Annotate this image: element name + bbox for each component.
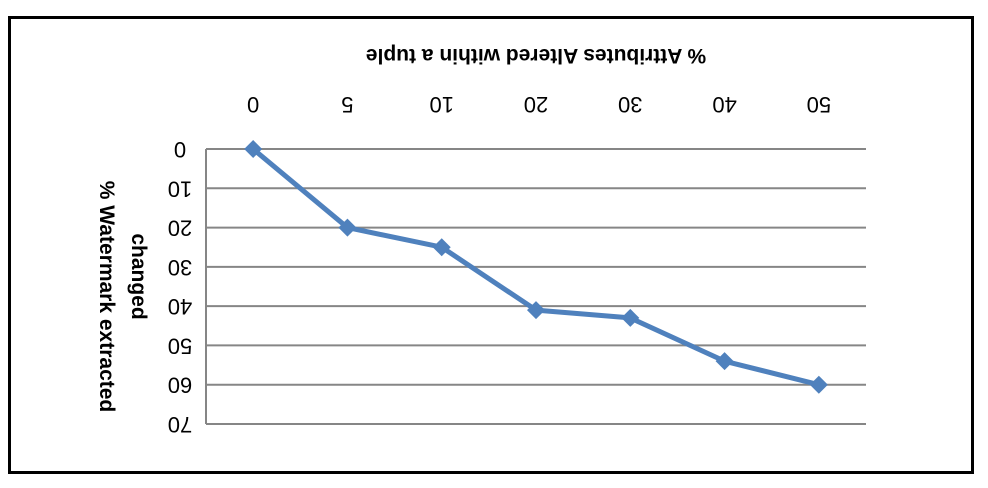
y-axis-title-line-2: changed: [127, 233, 150, 319]
data-point-50: [809, 375, 828, 394]
x-tick-label-40: 40: [712, 92, 736, 117]
y-tick-label-20: 20: [168, 216, 192, 241]
data-point-30: [621, 308, 640, 327]
data-point-5: [338, 218, 357, 237]
data-point-40: [715, 352, 734, 371]
series-markers: [244, 140, 828, 394]
x-axis-title: % Attributes Altered within a tuple: [366, 44, 706, 67]
y-tick-label-50: 50: [168, 333, 192, 358]
y-tick-label-0: 0: [174, 137, 186, 162]
x-tick-label-50: 50: [807, 92, 831, 117]
y-axis-title-line-1: % Watermark extracted: [95, 181, 118, 413]
x-tick-labels: 0 5 10 20 30 40 50: [247, 92, 831, 117]
x-tick-label-30: 30: [618, 92, 642, 117]
data-point-0: [244, 140, 263, 158]
x-tick-label-20: 20: [524, 92, 548, 117]
y-axis-title: % Watermark extracted changed: [95, 181, 150, 413]
y-tick-labels: 0 10 20 30 40 50 60 70: [168, 137, 192, 437]
y-tick-label-60: 60: [168, 373, 192, 398]
x-tick-label-10: 10: [429, 92, 453, 117]
data-point-10: [432, 238, 451, 257]
data-point-20: [527, 301, 545, 320]
y-tick-label-70: 70: [168, 412, 192, 437]
y-tick-label-30: 30: [168, 255, 192, 280]
chart-frame: [8, 16, 974, 474]
x-tick-label-5: 5: [341, 92, 353, 117]
y-tick-label-10: 10: [168, 176, 192, 201]
x-tick-label-0: 0: [247, 92, 259, 117]
y-tick-label-40: 40: [168, 294, 192, 319]
